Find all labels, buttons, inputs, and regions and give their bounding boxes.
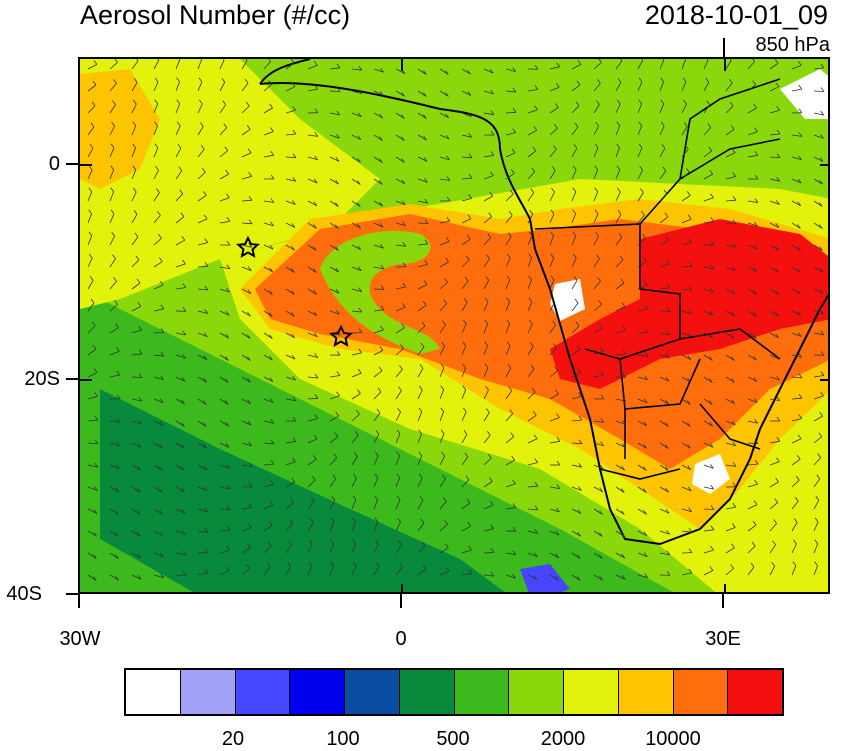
- lon-label-30w: 30W: [40, 628, 120, 651]
- lat-tick-20s: [66, 378, 78, 380]
- lon-label-30e: 30E: [683, 628, 763, 651]
- level-divider: [723, 38, 725, 58]
- lon-label-0: 0: [361, 628, 441, 651]
- lat-label-20s: 20S: [0, 368, 60, 391]
- colorbar-label-2000: 2000: [523, 728, 603, 751]
- pressure-level-label: 850 hPa: [755, 34, 830, 57]
- colorbar-box-10: [674, 670, 729, 714]
- map-panel[interactable]: [78, 57, 830, 594]
- datetime-label: 2018-10-01_09: [645, 0, 828, 31]
- lat-tick-0: [66, 163, 78, 165]
- colorbar-box-9: [619, 670, 674, 714]
- plot-title: Aerosol Number (#/cc): [80, 0, 350, 31]
- colorbar-box-11: [728, 670, 782, 714]
- colorbar-label-100: 100: [303, 728, 383, 751]
- colorbar-box-8: [564, 670, 619, 714]
- lat-label-0: 0: [0, 153, 60, 176]
- colorbar: [124, 668, 784, 716]
- lat-label-40s: 40S: [0, 583, 42, 606]
- lat-tick-40s: [66, 593, 78, 595]
- aerosol-field: [80, 59, 830, 594]
- lon-tick-30w: [78, 594, 80, 608]
- colorbar-label-20: 20: [193, 728, 273, 751]
- colorbar-box-6: [455, 670, 510, 714]
- colorbar-box-5: [400, 670, 455, 714]
- colorbar-box-2: [236, 670, 291, 714]
- colorbar-box-1: [181, 670, 236, 714]
- colorbar-label-10000: 10000: [633, 728, 713, 751]
- colorbar-label-500: 500: [413, 728, 493, 751]
- lon-tick-0: [400, 594, 402, 608]
- colorbar-box-0: [126, 670, 181, 714]
- colorbar-box-4: [345, 670, 400, 714]
- lon-tick-30e: [722, 594, 724, 608]
- colorbar-box-3: [290, 670, 345, 714]
- colorbar-box-7: [509, 670, 564, 714]
